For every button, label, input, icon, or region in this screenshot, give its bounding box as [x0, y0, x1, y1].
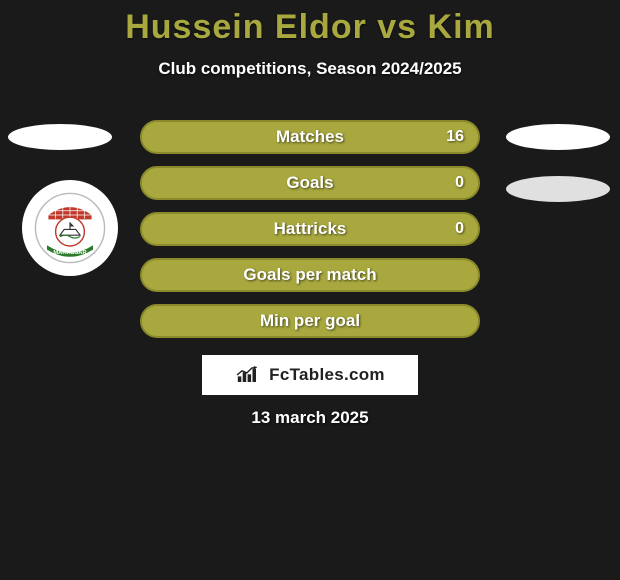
- stat-right-value: 16: [446, 128, 464, 146]
- stat-right-value: 0: [455, 174, 464, 192]
- stat-label: Matches: [276, 127, 344, 147]
- stat-bar-min-per-goal: Min per goal: [140, 304, 480, 338]
- bar-chart-icon: [235, 365, 263, 385]
- psm-makassar-crest-icon: MAKASSAR: [34, 192, 106, 264]
- comparison-card: Hussein Eldor vs Kim Club competitions, …: [0, 0, 620, 580]
- fctables-label: FcTables.com: [269, 365, 385, 385]
- left-team-badge: MAKASSAR: [22, 180, 118, 276]
- stat-bar-goals: Goals 0: [140, 166, 480, 200]
- player-left-oval-1: [8, 124, 112, 150]
- stat-bar-matches: Matches 16: [140, 120, 480, 154]
- stat-label: Goals: [286, 173, 333, 193]
- page-title: Hussein Eldor vs Kim: [0, 0, 620, 47]
- fctables-attribution: FcTables.com: [202, 355, 418, 395]
- stat-label: Goals per match: [243, 265, 376, 285]
- stat-bars: Matches 16 Goals 0 Hattricks 0 Goals per…: [140, 120, 480, 350]
- stat-bar-goals-per-match: Goals per match: [140, 258, 480, 292]
- stat-label: Hattricks: [274, 219, 347, 239]
- comparison-date: 13 march 2025: [0, 408, 620, 428]
- svg-text:MAKASSAR: MAKASSAR: [53, 250, 87, 256]
- stat-bar-hattricks: Hattricks 0: [140, 212, 480, 246]
- page-subtitle: Club competitions, Season 2024/2025: [0, 59, 620, 79]
- player-right-oval-1: [506, 124, 610, 150]
- player-right-oval-2: [506, 176, 610, 202]
- stat-label: Min per goal: [260, 311, 360, 331]
- stat-right-value: 0: [455, 220, 464, 238]
